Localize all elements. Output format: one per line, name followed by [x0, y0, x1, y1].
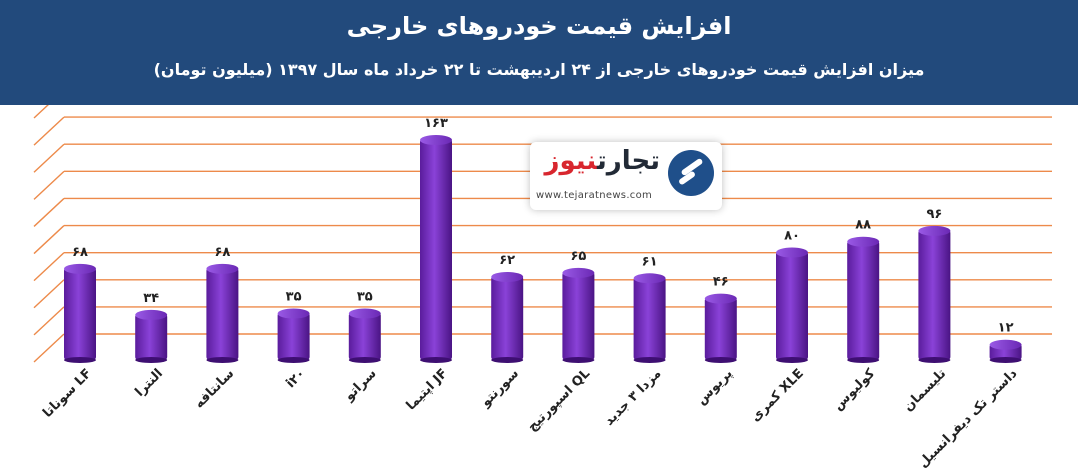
logo-url: www.tejaratnews.com: [536, 190, 653, 201]
value-label: ۶۵: [570, 249, 586, 264]
value-label: ۶۲: [499, 253, 515, 268]
bar: [206, 263, 239, 363]
category-label: کمری XLE: [748, 366, 807, 425]
value-label: ۸۰: [784, 229, 800, 244]
value-label: ۶۸: [214, 245, 230, 260]
gridline: [33, 224, 1052, 255]
category-label: مزدا ۳ جدید: [602, 366, 665, 429]
value-label: ۳۵: [286, 290, 302, 305]
bar: [420, 135, 452, 363]
category-label: اپتیما JF: [404, 366, 451, 413]
gridline: [33, 251, 1052, 282]
bar: [64, 263, 96, 363]
category-label: تلیسمان: [901, 366, 949, 414]
category-labels: سوناتا LF النترا سانتافه i۲۰ سراتو اپتیما JF س…: [40, 366, 1020, 470]
bars: [64, 135, 1022, 363]
category-label: سانتافه: [192, 366, 237, 411]
gridline: [33, 333, 1052, 363]
value-label: ۶۱: [642, 254, 658, 269]
category-label: سورنتو: [478, 366, 522, 410]
bar: [776, 247, 808, 363]
category-label: النترا: [132, 366, 166, 400]
bar: [348, 308, 381, 363]
logo-name-part1: تجارت: [597, 146, 660, 176]
bar: [277, 308, 310, 363]
bar: [135, 309, 168, 363]
value-label: ۳۵: [357, 290, 373, 305]
chart-header: افزایش قیمت خودروهای خارجی میزان افزایش …: [0, 0, 1078, 105]
bar: [704, 293, 737, 363]
category-label: اسپورتیج QL: [525, 366, 593, 434]
logo-name-part2: نیوز: [544, 146, 598, 176]
tejaratnews-logo: تجارتنیوز www.tejaratnews.com: [530, 142, 722, 210]
bar: [562, 267, 595, 363]
logo-name: تجارتنیوز: [545, 146, 661, 176]
value-label: ۱۶۳: [424, 116, 448, 131]
category-label: سراتو: [341, 366, 379, 404]
value-label: ۶۸: [72, 245, 88, 260]
value-label: ۱۲: [998, 321, 1014, 336]
value-label: ۴۶: [713, 275, 729, 290]
gridline: [33, 306, 1052, 336]
logo-mark-icon: [668, 150, 714, 196]
value-label: ۸۸: [855, 218, 871, 233]
value-label: ۹۶: [926, 207, 942, 222]
bar: [847, 236, 880, 363]
bar: [633, 273, 666, 363]
value-labels: ۶۸ ۳۴ ۶۸ ۳۵ ۳۵ ۱۶۳ ۶۲ ۶۵ ۶۱ ۴۶ ۸۰ ۸۸ ۹۶ ۱۲: [72, 116, 1014, 336]
category-label: کولیوس: [831, 366, 879, 414]
bar: [918, 225, 951, 363]
bar: [491, 271, 524, 363]
gridline: [33, 105, 49, 119]
gridline: [33, 279, 1052, 309]
chart-subtitle: میزان افزایش قیمت خودروهای خارجی از ۲۴ ا…: [153, 60, 925, 79]
gridline: [33, 116, 1052, 146]
value-label: ۳۴: [143, 291, 159, 306]
category-label: پریوس: [694, 366, 736, 408]
category-label: سوناتا LF: [40, 366, 95, 421]
bar: [989, 339, 1022, 363]
chart-title: افزایش قیمت خودروهای خارجی: [346, 12, 732, 40]
category-label: i۲۰: [283, 366, 308, 391]
bar-chart: ۶۸ ۳۴ ۶۸ ۳۵ ۳۵ ۱۶۳ ۶۲ ۶۵ ۶۱ ۴۶ ۸۰ ۸۸ ۹۶ ۱۲ سوناتا LF ا…: [33, 105, 1052, 470]
